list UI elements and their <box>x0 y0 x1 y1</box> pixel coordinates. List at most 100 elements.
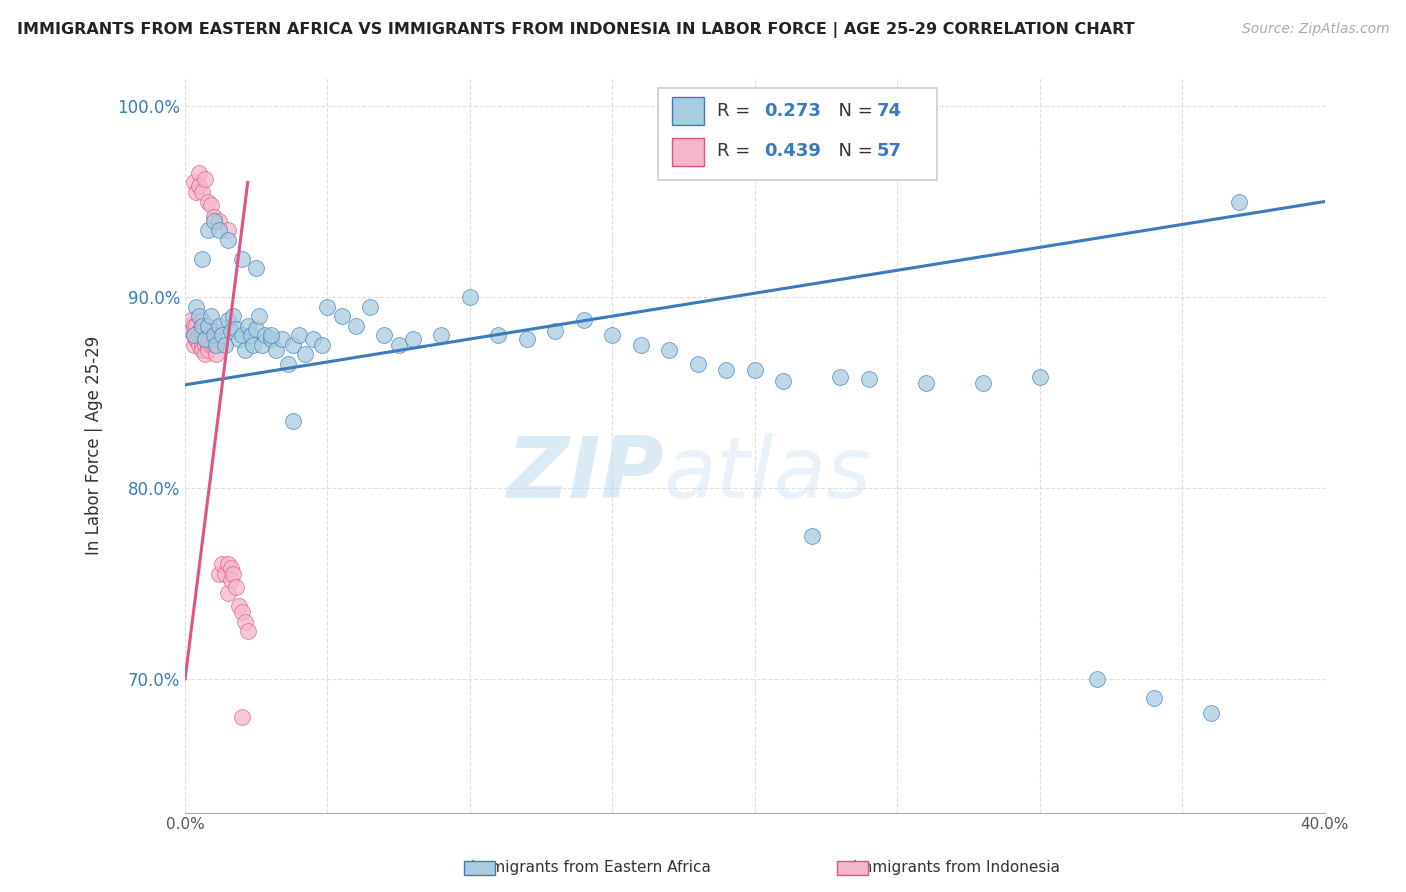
Point <box>253 328 276 343</box>
Point <box>630 337 652 351</box>
Point <box>283 414 305 428</box>
Point <box>197 343 219 358</box>
Point <box>191 252 214 266</box>
Point <box>194 318 217 333</box>
Point <box>200 309 222 323</box>
Point <box>1085 672 1108 686</box>
Point <box>186 185 208 199</box>
Text: 0.273: 0.273 <box>763 102 821 120</box>
Point <box>183 328 205 343</box>
Point <box>191 337 214 351</box>
Point <box>217 313 239 327</box>
Point <box>458 290 481 304</box>
FancyBboxPatch shape <box>658 88 938 180</box>
Text: IMMIGRANTS FROM EASTERN AFRICA VS IMMIGRANTS FROM INDONESIA IN LABOR FORCE | AGE: IMMIGRANTS FROM EASTERN AFRICA VS IMMIGR… <box>17 22 1135 38</box>
Point <box>716 362 738 376</box>
Point <box>233 343 256 358</box>
Point <box>302 332 325 346</box>
Point <box>197 337 219 351</box>
Text: N =: N = <box>827 102 879 120</box>
Point <box>972 376 994 390</box>
Point <box>197 332 219 346</box>
Point <box>231 328 253 343</box>
Point <box>402 332 425 346</box>
Point <box>373 328 395 343</box>
Point <box>858 372 880 386</box>
Point <box>188 309 211 323</box>
Point <box>205 347 228 361</box>
Point <box>211 328 233 343</box>
Point <box>330 309 353 323</box>
Point <box>1199 706 1222 721</box>
Point <box>208 213 231 227</box>
Point <box>186 318 208 333</box>
Point <box>202 213 225 227</box>
Point <box>430 328 453 343</box>
Point <box>188 325 211 339</box>
Point <box>222 309 245 323</box>
Point <box>217 233 239 247</box>
Point <box>294 347 316 361</box>
Text: ZIP: ZIP <box>506 433 664 516</box>
Point <box>602 328 624 343</box>
Point <box>191 343 214 358</box>
Point <box>686 357 709 371</box>
Point <box>214 337 236 351</box>
Point <box>259 328 281 343</box>
Point <box>283 337 305 351</box>
Point <box>194 332 217 346</box>
Text: atlas: atlas <box>664 433 872 516</box>
Point <box>177 318 200 333</box>
Point <box>228 332 250 346</box>
Point <box>250 337 273 351</box>
Point <box>180 325 202 339</box>
Point <box>194 347 217 361</box>
Point <box>236 318 259 333</box>
Text: 0.439: 0.439 <box>763 142 821 160</box>
Point <box>222 566 245 581</box>
Point <box>228 599 250 614</box>
Point <box>233 615 256 629</box>
Point <box>200 337 222 351</box>
Point <box>200 328 222 343</box>
Point <box>197 194 219 209</box>
Point <box>239 328 262 343</box>
Point <box>225 322 247 336</box>
Point <box>488 328 510 343</box>
Text: 57: 57 <box>877 142 901 160</box>
Y-axis label: In Labor Force | Age 25-29: In Labor Force | Age 25-29 <box>86 335 103 555</box>
Point <box>214 566 236 581</box>
Point <box>202 332 225 346</box>
Bar <box>672 137 703 166</box>
Point <box>200 198 222 212</box>
Point <box>186 300 208 314</box>
Text: 74: 74 <box>877 102 901 120</box>
Point <box>231 252 253 266</box>
Point <box>186 332 208 346</box>
Point <box>188 166 211 180</box>
Point <box>219 561 242 575</box>
Point <box>205 337 228 351</box>
Point <box>259 332 281 346</box>
Point <box>516 332 538 346</box>
Point <box>202 325 225 339</box>
Point <box>316 300 339 314</box>
Point <box>202 210 225 224</box>
Point <box>188 179 211 194</box>
Point <box>231 710 253 724</box>
Point <box>194 171 217 186</box>
Text: R =: R = <box>717 102 756 120</box>
Point <box>191 185 214 199</box>
Text: Immigrants from Eastern Africa: Immigrants from Eastern Africa <box>471 860 710 874</box>
Point <box>277 357 299 371</box>
Point <box>202 337 225 351</box>
Point <box>344 318 367 333</box>
Point <box>208 318 231 333</box>
Point <box>800 529 823 543</box>
Point <box>217 586 239 600</box>
Point <box>191 328 214 343</box>
Point <box>217 223 239 237</box>
Point <box>186 332 208 346</box>
Point <box>1143 690 1166 705</box>
Point <box>271 332 294 346</box>
